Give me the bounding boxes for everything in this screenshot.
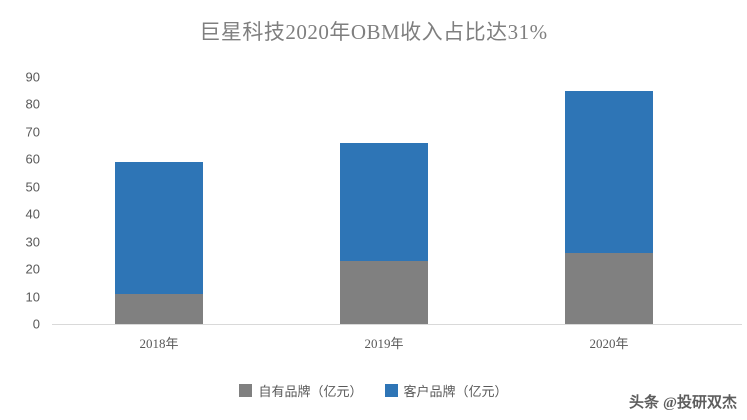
watermark-source: 头条 — [629, 395, 660, 411]
bar-segment-client-brand-2020[interactable] — [565, 90, 653, 253]
y-axis-tick: 60 — [25, 151, 40, 167]
bar-segment-own-brand-2018[interactable] — [115, 293, 203, 324]
legend-item-client-brand[interactable]: 客户品牌（亿元） — [384, 381, 508, 400]
chart-legend: 自有品牌（亿元） 客户品牌（亿元） — [0, 381, 747, 400]
x-axis-tick-2020: 2020年 — [589, 336, 629, 351]
y-axis-tick: 10 — [25, 289, 40, 305]
bar-stack-2019[interactable] — [340, 142, 428, 324]
legend-swatch-own-brand — [239, 384, 253, 397]
y-axis-tick: 20 — [25, 261, 40, 277]
legend-label-client-brand: 客户品牌（亿元） — [403, 384, 508, 399]
legend-item-own-brand[interactable]: 自有品牌（亿元） — [239, 381, 363, 400]
plot-area — [52, 77, 742, 324]
y-axis: 90 80 70 60 50 40 30 20 10 0 — [0, 71, 46, 331]
watermark-handle: @投研双杰 — [663, 395, 737, 411]
x-axis: 2018年 2019年 2020年 — [52, 333, 742, 357]
legend-swatch-client-brand — [384, 384, 398, 397]
y-axis-tick: 30 — [25, 234, 40, 250]
bar-segment-own-brand-2020[interactable] — [565, 252, 653, 324]
y-axis-tick: 0 — [32, 316, 40, 332]
x-axis-baseline — [52, 324, 742, 325]
bar-stack-2018[interactable] — [115, 162, 203, 324]
bar-stack-2020[interactable] — [565, 90, 653, 324]
y-axis-tick: 40 — [25, 206, 40, 222]
bar-segment-client-brand-2019[interactable] — [340, 142, 428, 261]
bar-segment-client-brand-2018[interactable] — [115, 162, 203, 294]
y-axis-tick: 50 — [25, 179, 40, 195]
y-axis-tick: 90 — [25, 69, 40, 85]
x-axis-tick-2018: 2018年 — [139, 336, 179, 351]
watermark: 头条 @投研双杰 — [629, 391, 737, 412]
bar-segment-own-brand-2019[interactable] — [340, 260, 428, 324]
y-axis-tick: 80 — [25, 96, 40, 112]
y-axis-tick: 70 — [25, 124, 40, 140]
x-axis-tick-2019: 2019年 — [364, 336, 404, 351]
legend-label-own-brand: 自有品牌（亿元） — [258, 384, 363, 399]
chart-title: 巨星科技2020年OBM收入占比达31% — [199, 20, 548, 44]
